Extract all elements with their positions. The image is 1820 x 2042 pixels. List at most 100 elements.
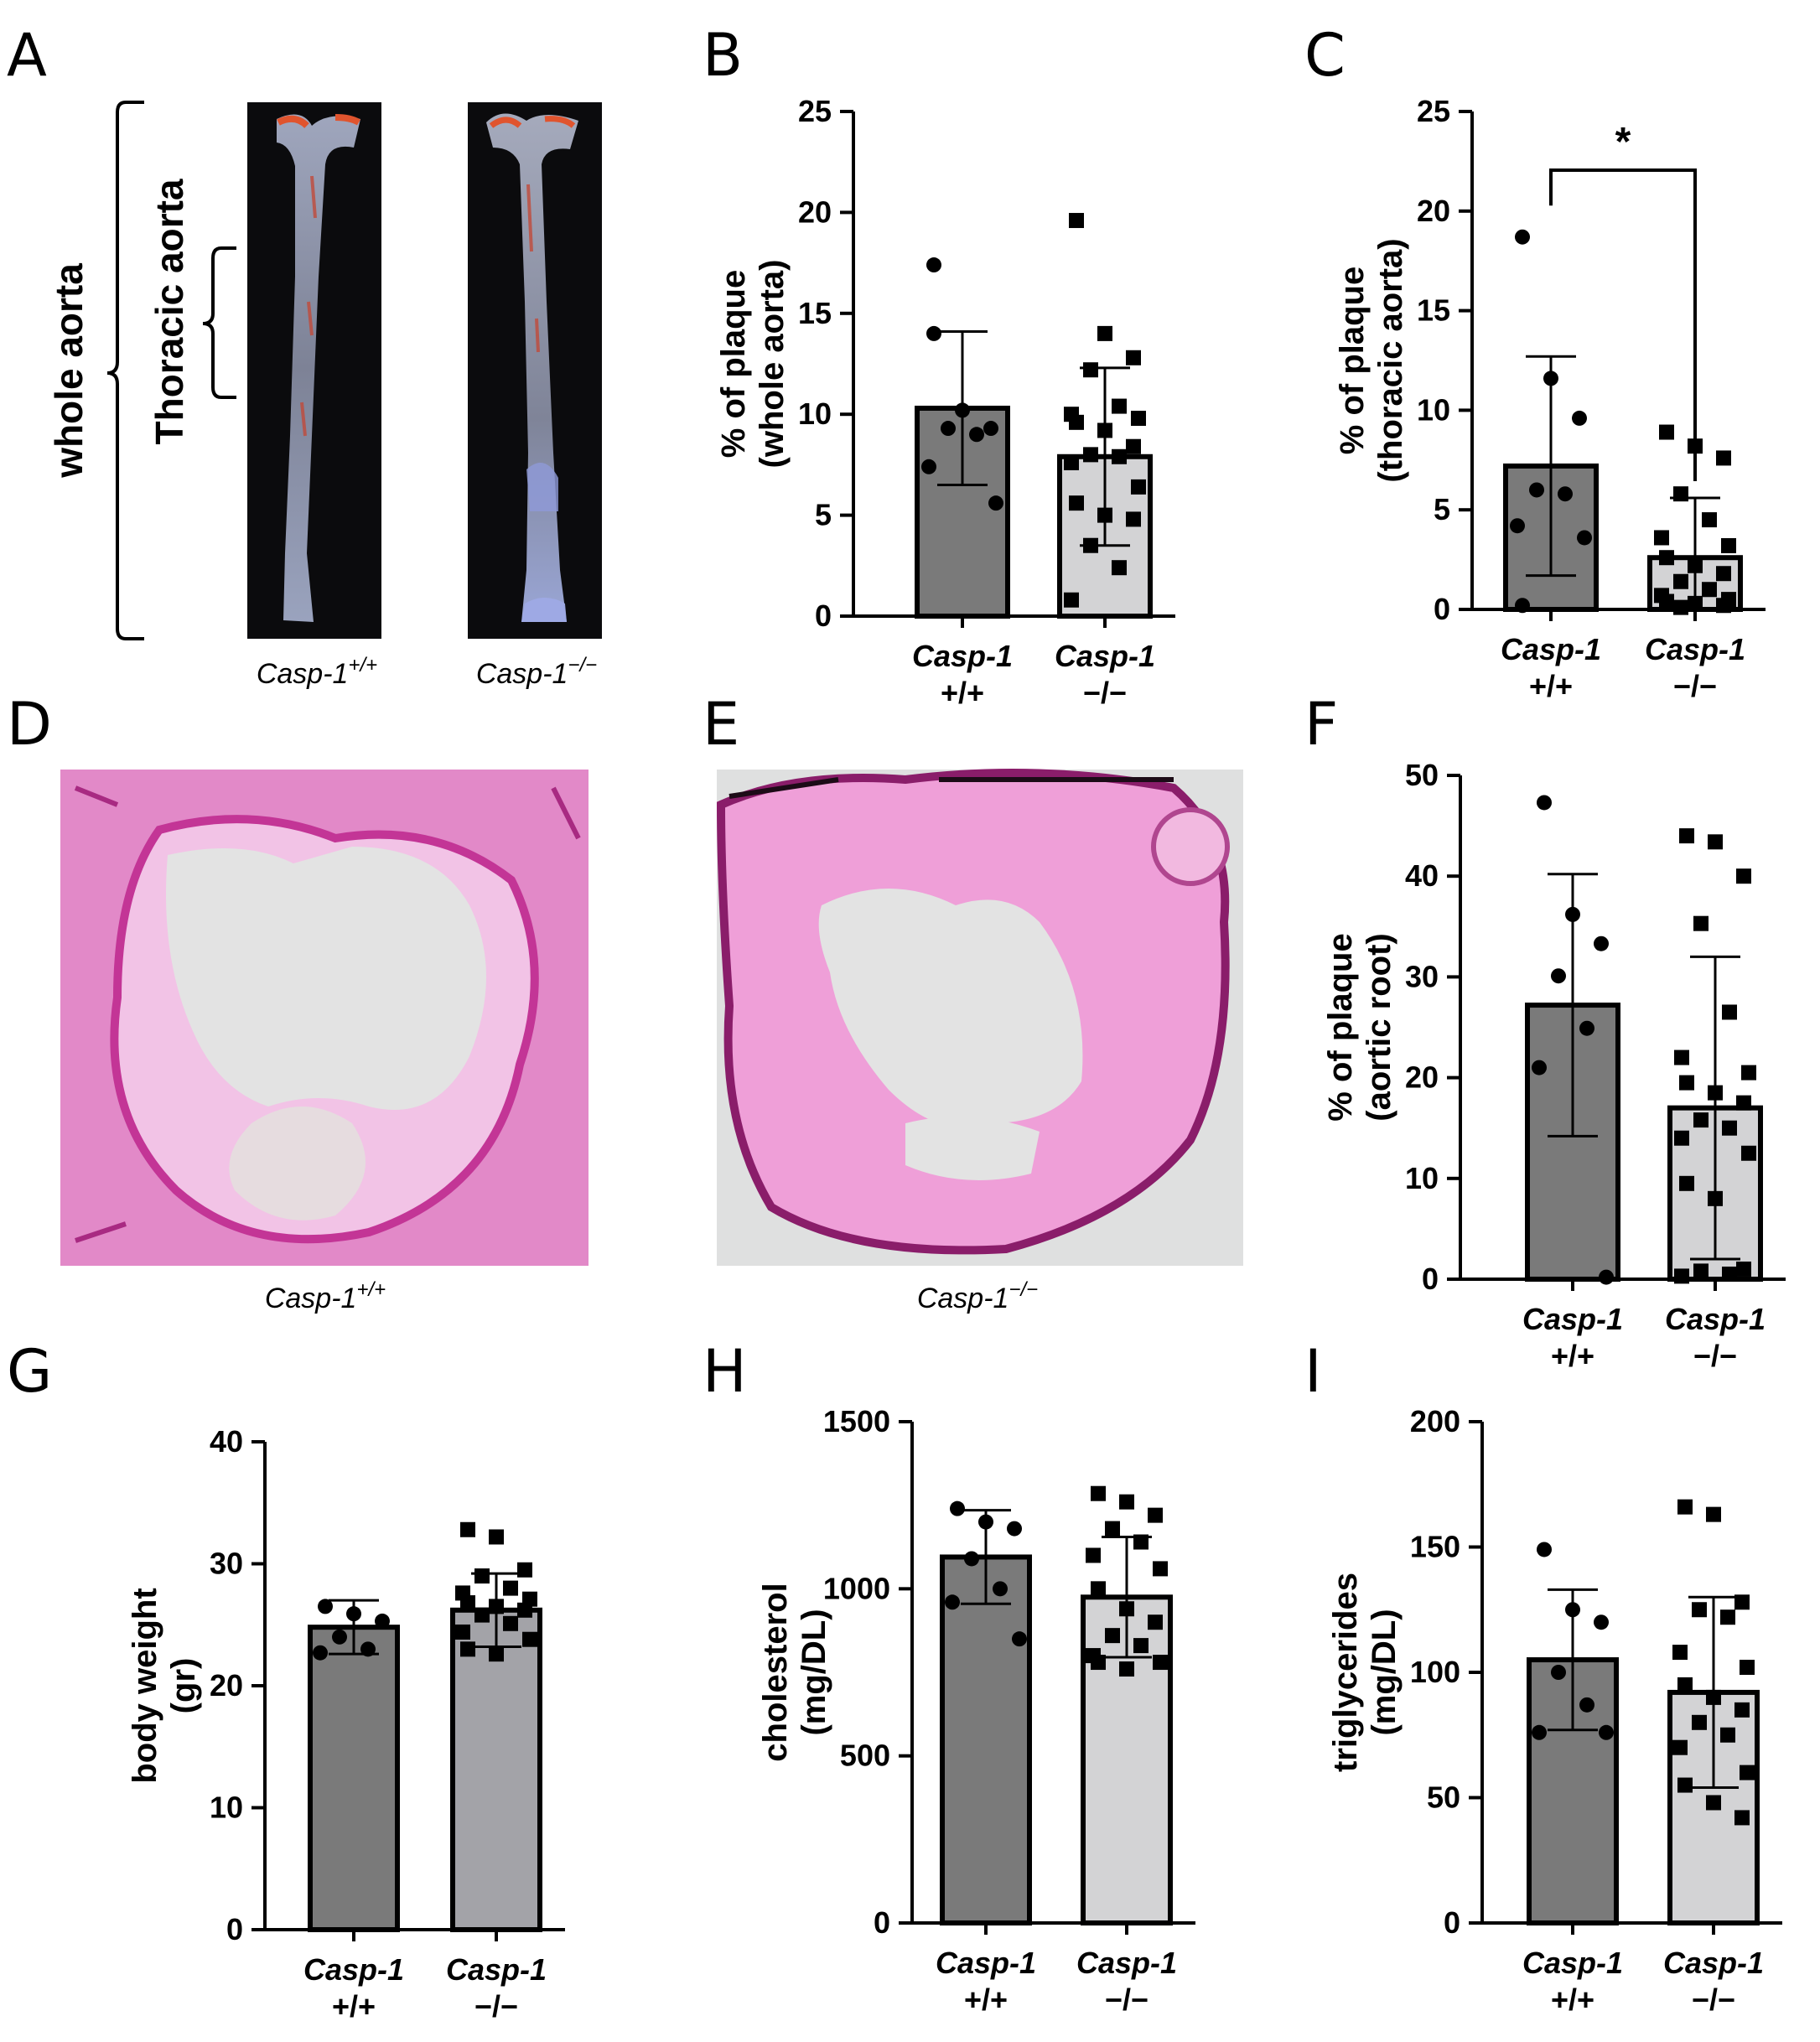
data-point-circle xyxy=(1532,1060,1547,1075)
data-point-square xyxy=(1148,1507,1163,1523)
data-point-square xyxy=(460,1521,475,1537)
data-point-square xyxy=(1126,438,1141,454)
whole-aorta-bracket xyxy=(106,101,144,640)
aorta-photo-wt xyxy=(247,102,381,639)
data-point-square xyxy=(1721,537,1736,553)
category-genotype: −/− xyxy=(1105,1982,1149,2017)
data-point-circle xyxy=(1558,486,1573,502)
category-genotype: −/− xyxy=(1692,1982,1735,2017)
data-point-circle xyxy=(1007,1521,1022,1537)
data-point-circle xyxy=(313,1645,328,1661)
category-label: Casp-1 xyxy=(1663,1946,1764,1980)
y-axis-title: (thoracic aorta) xyxy=(1372,238,1409,482)
data-point-circle xyxy=(1599,1269,1614,1285)
data-point-square xyxy=(1702,582,1717,598)
y-tick-label: 0 xyxy=(1434,592,1450,626)
data-point-square xyxy=(1693,1263,1709,1279)
data-point-square xyxy=(1693,1112,1709,1128)
data-point-circle xyxy=(1594,935,1609,951)
data-point-circle xyxy=(1577,530,1592,546)
histology-image-ko xyxy=(716,769,1243,1266)
bar-ko xyxy=(450,1607,542,1933)
data-point-square xyxy=(1133,1534,1149,1550)
data-point-square xyxy=(1673,599,1688,615)
data-point-square xyxy=(1706,1689,1721,1705)
data-point-square xyxy=(1153,1655,1168,1671)
data-point-square xyxy=(1708,1190,1723,1206)
histology-image-wt xyxy=(60,770,589,1266)
data-point-circle xyxy=(1594,1614,1609,1630)
y-tick-label: 10 xyxy=(210,1791,243,1825)
histology-caption-wt: Casp-1+/+ xyxy=(265,1278,386,1314)
data-point-circle xyxy=(1572,410,1587,426)
data-point-square xyxy=(1069,495,1084,511)
data-point-circle xyxy=(926,257,941,273)
data-point-circle xyxy=(983,421,998,437)
panel-letter-e: E xyxy=(703,690,739,759)
data-point-square xyxy=(1679,828,1694,844)
data-point-square xyxy=(1734,1702,1750,1718)
category-genotype: +/+ xyxy=(1529,669,1573,703)
data-point-square xyxy=(1677,1499,1693,1515)
y-tick-label: 150 xyxy=(1410,1530,1460,1564)
data-point-circle xyxy=(955,402,970,418)
data-point-square xyxy=(455,1624,470,1640)
bar-ko xyxy=(1081,1594,1173,1926)
data-point-circle xyxy=(1532,1724,1547,1740)
data-point-circle xyxy=(1537,1542,1552,1557)
data-point-square xyxy=(1673,486,1688,502)
chart-f-aortic-root: 0 10 20 30 40 50 % of plaque (aortic root) Casp-… xyxy=(1322,758,1786,1373)
y-tick-label: 25 xyxy=(1417,94,1450,128)
y-tick-label: 5 xyxy=(815,498,832,532)
y-axis-title: (gr) xyxy=(165,1658,202,1714)
data-point-square xyxy=(1677,1777,1693,1793)
y-tick-label: 15 xyxy=(798,296,832,330)
category-genotype: +/+ xyxy=(1551,1339,1594,1373)
data-point-square xyxy=(1105,1628,1120,1644)
data-point-circle xyxy=(921,459,936,474)
data-point-square xyxy=(1674,1268,1689,1284)
y-axis-title: (aortic root) xyxy=(1361,933,1397,1121)
data-point-square xyxy=(1692,1714,1707,1730)
data-point-circle xyxy=(1529,482,1544,498)
data-point-square xyxy=(1083,537,1098,553)
y-tick-label: 25 xyxy=(798,94,832,128)
y-tick-label: 30 xyxy=(1405,959,1439,993)
category-label: Casp-1 xyxy=(1645,632,1745,666)
y-axis-title: cholesterol xyxy=(757,1583,794,1761)
data-point-square xyxy=(1677,1677,1693,1692)
data-point-square xyxy=(1673,573,1688,589)
data-point-square xyxy=(1720,1727,1735,1743)
data-point-circle xyxy=(969,427,984,443)
panel-letter-a: A xyxy=(7,21,47,90)
significance-marker: * xyxy=(1615,120,1631,164)
category-label: Casp-1 xyxy=(1055,639,1155,673)
data-point-square xyxy=(1672,1645,1688,1661)
y-tick-label: 5 xyxy=(1434,492,1450,526)
data-point-square xyxy=(489,1599,504,1614)
data-point-square xyxy=(1679,1075,1694,1091)
data-point-square xyxy=(1706,1795,1721,1811)
data-point-square xyxy=(1131,479,1146,495)
y-tick-label: 20 xyxy=(1405,1060,1439,1095)
panel-letter-d: D xyxy=(7,690,52,759)
data-point-square xyxy=(1097,422,1112,438)
data-point-square xyxy=(1064,592,1079,608)
data-point-circle xyxy=(332,1629,347,1645)
data-point-square xyxy=(1133,1638,1149,1654)
panel-letter-i: I xyxy=(1304,1337,1322,1406)
y-tick-label: 10 xyxy=(798,396,832,431)
data-point-circle xyxy=(375,1613,390,1629)
data-point-circle xyxy=(1579,1697,1594,1713)
data-point-circle xyxy=(941,421,956,437)
data-point-circle xyxy=(945,1594,960,1610)
data-point-square xyxy=(1119,1494,1134,1510)
data-point-square xyxy=(1720,1609,1735,1625)
thoracic-aorta-bracket xyxy=(202,246,236,399)
category-genotype: −/− xyxy=(1673,669,1717,703)
data-point-square xyxy=(1119,1601,1134,1617)
category-label: Casp-1 xyxy=(1522,1302,1623,1336)
category-label: Casp-1 xyxy=(1522,1946,1623,1980)
